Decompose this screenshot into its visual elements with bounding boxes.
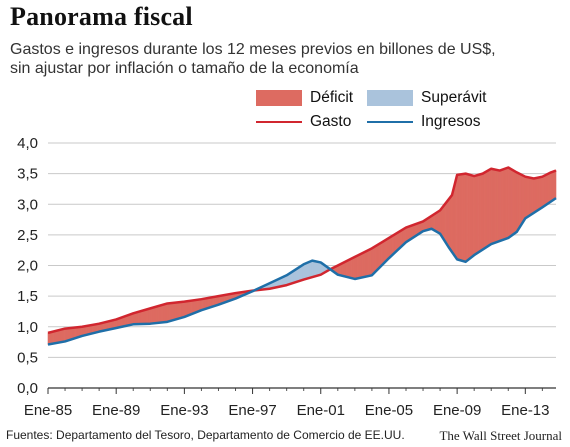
area-fills [47,167,557,345]
chart-title: Panorama fiscal [10,2,193,31]
x-tick-label: Ene-85 [24,402,72,419]
x-tick-label: Ene-97 [228,402,276,419]
legend-label-superavit: Superávit [421,89,487,106]
y-tick-label: 0,0 [17,380,38,397]
source-note: Fuentes: Departamento del Tesoro, Depart… [6,428,405,442]
series-lines [47,166,557,346]
legend-line-ingresos [367,121,413,123]
deficit-area-segment [554,170,557,200]
legend-line-gasto [256,121,302,123]
legend-swatch-deficit [256,90,302,106]
y-tick-label: 1,0 [17,319,38,336]
legend-item-gasto: Gasto [256,113,351,131]
subtitle-line-2: sin ajustar por inflación o tamaño de la… [10,60,359,77]
x-tick-label: Ene-01 [297,402,345,419]
legend-item-superavit: Superávit [367,89,486,107]
y-tick-label: 0,5 [17,349,38,366]
x-tick-label: Ene-13 [501,402,549,419]
y-tick-label: 4,0 [17,135,38,152]
x-tick-label: Ene-93 [160,402,208,419]
y-tick-label: 3,0 [17,196,38,213]
y-tick-label: 2,5 [17,227,38,244]
chart-plot: 0,0 0,5 1,0 1,5 2,0 2,5 3,0 3,5 4,0 Ene-85 Ene-89 E… [17,135,557,419]
y-tick-label: 3,5 [17,166,38,183]
credit-note: The Wall Street Journal [439,428,562,443]
y-tick-label: 2,0 [17,258,38,275]
x-tick-label: Ene-89 [92,402,140,419]
grid-lines [48,142,556,358]
series-line-ingresos [47,197,557,346]
legend-swatch-superavit [367,90,413,106]
axes: 0,0 0,5 1,0 1,5 2,0 2,5 3,0 3,5 4,0 Ene-85 Ene-89 E… [17,135,556,419]
x-tick-label: Ene-05 [365,402,413,419]
legend-label-ingresos: Ingresos [421,113,481,130]
series-line-gasto [47,166,557,335]
legend-label-deficit: Déficit [310,89,354,106]
subtitle-line-1: Gastos e ingresos durante los 12 meses p… [10,41,496,58]
legend-item-deficit: Déficit [256,89,353,107]
x-tick-label: Ene-09 [433,402,481,419]
legend-item-ingresos: Ingresos [367,113,480,131]
legend-label-gasto: Gasto [310,113,352,130]
y-tick-label: 1,5 [17,288,38,305]
chart-subtitle: Gastos e ingresos durante los 12 meses p… [10,40,565,78]
